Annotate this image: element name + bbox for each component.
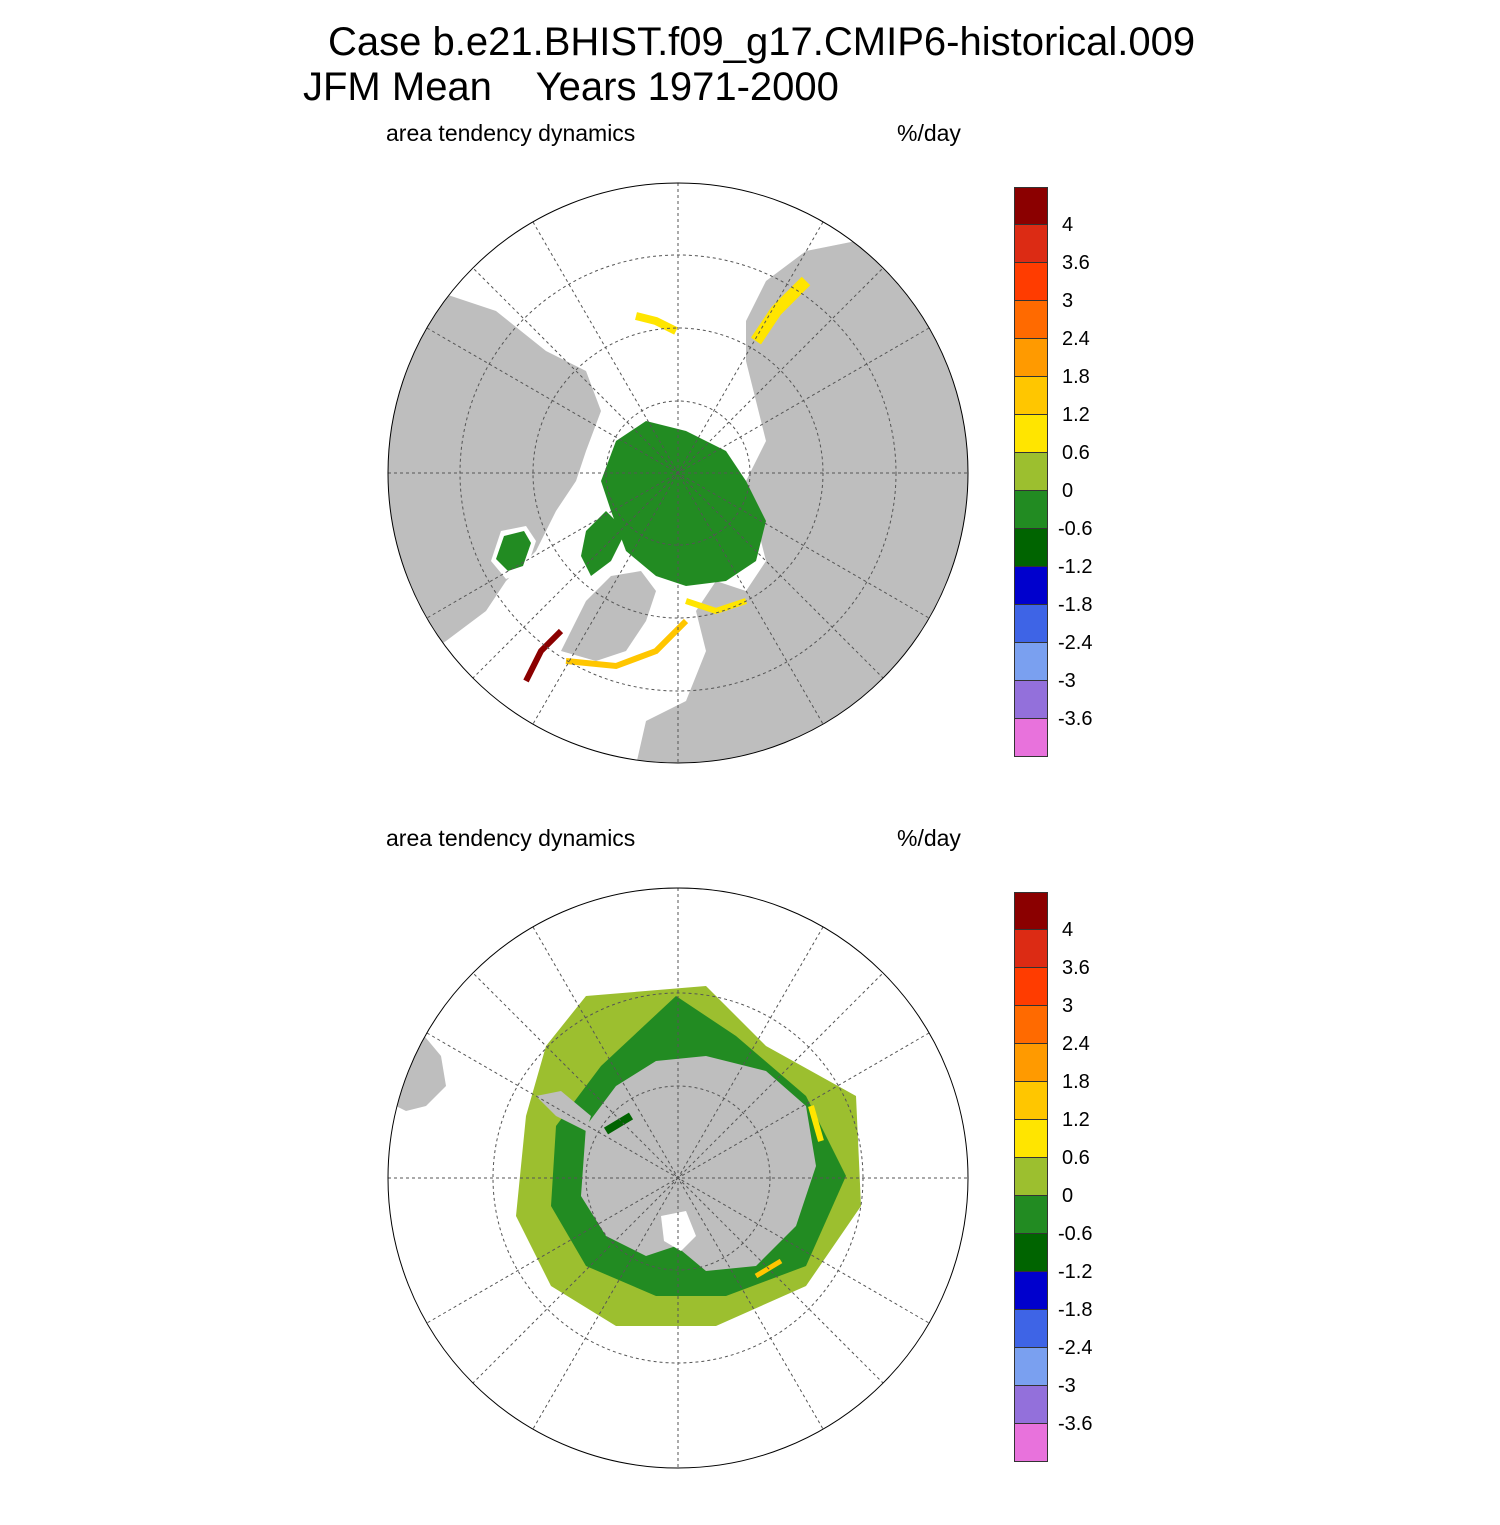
colorbar-box bbox=[1014, 930, 1048, 968]
colorbar-box bbox=[1014, 225, 1048, 263]
colorbar-box bbox=[1014, 415, 1048, 453]
colorbar-tick-label: 1.8 bbox=[1062, 1071, 1090, 1093]
colorbar-box bbox=[1014, 1424, 1048, 1462]
bering-sea-ice bbox=[635, 312, 678, 335]
colorbar-tick-label: -1.8 bbox=[1058, 594, 1093, 616]
colorbar-tick-label: -0.6 bbox=[1058, 518, 1093, 540]
colorbar-tick-label: 3.6 bbox=[1062, 957, 1090, 979]
south-map-border bbox=[387, 887, 969, 1469]
panel-south: area tendency dynamics %/day bbox=[0, 820, 1500, 1525]
baffin-sea-ice bbox=[581, 511, 626, 576]
colorbar-tick-label: 1.8 bbox=[1062, 366, 1090, 388]
antarctica-land bbox=[581, 1056, 816, 1271]
colorbar-box bbox=[1014, 1120, 1048, 1158]
colorbar-tick-label: -3 bbox=[1058, 1375, 1076, 1397]
panel-south-left-label: area tendency dynamics bbox=[386, 825, 636, 851]
panel-north-left-label: area tendency dynamics bbox=[386, 120, 636, 146]
panel-south-units-label: %/day bbox=[897, 825, 961, 851]
colorbar-tick-label: 3 bbox=[1062, 995, 1074, 1017]
south-polar-map bbox=[387, 887, 969, 1469]
colorbar-box bbox=[1014, 719, 1048, 757]
colorbar-box bbox=[1014, 605, 1048, 643]
eurasia-land bbox=[636, 241, 968, 763]
colorbar-box bbox=[1014, 681, 1048, 719]
okhotsk-sea-ice bbox=[751, 276, 811, 345]
south-graticule bbox=[388, 888, 968, 1468]
colorbar-box bbox=[1014, 1006, 1048, 1044]
south-colorbar bbox=[1014, 892, 1048, 1462]
panel-north: area tendency dynamics %/day bbox=[0, 115, 1500, 820]
north-graticule bbox=[388, 183, 968, 763]
labrador-ice-edge bbox=[523, 628, 564, 683]
title-line-2: JFM Mean Years 1971-2000 bbox=[303, 65, 839, 109]
colorbar-box bbox=[1014, 1158, 1048, 1196]
panel-north-units-label: %/day bbox=[897, 120, 961, 146]
colorbar-box bbox=[1014, 643, 1048, 681]
colorbar-box bbox=[1014, 1386, 1048, 1424]
antarctic-peninsula bbox=[536, 1091, 591, 1131]
colorbar-tick-label: -1.2 bbox=[1058, 556, 1093, 578]
colorbar-box bbox=[1014, 263, 1048, 301]
colorbar-box bbox=[1014, 529, 1048, 567]
colorbar-tick-label: -1.8 bbox=[1058, 1299, 1093, 1321]
colorbar-box bbox=[1014, 1082, 1048, 1120]
colorbar-tick-label: 0 bbox=[1062, 480, 1074, 502]
colorbar-tick-label: -3.6 bbox=[1058, 1413, 1093, 1435]
title-line-1: Case b.e21.BHIST.f09_g17.CMIP6-historica… bbox=[328, 20, 1196, 64]
colorbar-box bbox=[1014, 301, 1048, 339]
colorbar-tick-label: -3 bbox=[1058, 670, 1076, 692]
colorbar-tick-label: 0.6 bbox=[1062, 442, 1090, 464]
colorbar-tick-label: -2.4 bbox=[1058, 632, 1093, 654]
colorbar-tick-label: 0.6 bbox=[1062, 1147, 1090, 1169]
colorbar-tick-label: 3.6 bbox=[1062, 252, 1090, 274]
colorbar-box bbox=[1014, 567, 1048, 605]
colorbar-box bbox=[1014, 453, 1048, 491]
colorbar-tick-label: 1.2 bbox=[1062, 1109, 1090, 1131]
greenland-sea-ice-edge bbox=[565, 618, 689, 670]
colorbar-tick-label: 1.2 bbox=[1062, 404, 1090, 426]
colorbar-box bbox=[1014, 491, 1048, 529]
colorbar-box bbox=[1014, 892, 1048, 930]
north-america-land bbox=[388, 291, 601, 671]
colorbar-box bbox=[1014, 1234, 1048, 1272]
weddell-ice-edge bbox=[603, 1112, 634, 1135]
colorbar-tick-label: 4 bbox=[1062, 919, 1074, 941]
north-polar-map bbox=[387, 182, 969, 764]
colorbar-tick-label: -0.6 bbox=[1058, 1223, 1093, 1245]
greenland-land bbox=[561, 571, 656, 661]
colorbar-tick-label: -2.4 bbox=[1058, 1337, 1093, 1359]
colorbar-box bbox=[1014, 1272, 1048, 1310]
colorbar-box bbox=[1014, 968, 1048, 1006]
colorbar-tick-label: 4 bbox=[1062, 214, 1074, 236]
colorbar-tick-label: 2.4 bbox=[1062, 1033, 1090, 1055]
barents-ice-edge bbox=[685, 598, 747, 615]
colorbar-box bbox=[1014, 377, 1048, 415]
colorbar-box bbox=[1014, 339, 1048, 377]
colorbar-box bbox=[1014, 1348, 1048, 1386]
colorbar-box bbox=[1014, 187, 1048, 225]
colorbar-tick-label: -1.2 bbox=[1058, 1261, 1093, 1283]
colorbar-box bbox=[1014, 1196, 1048, 1234]
north-map-border bbox=[387, 182, 969, 764]
north-colorbar bbox=[1014, 187, 1048, 757]
colorbar-tick-label: -3.6 bbox=[1058, 708, 1093, 730]
arctic-sea-ice bbox=[601, 421, 766, 586]
hudson-sea-ice bbox=[496, 531, 531, 571]
colorbar-box bbox=[1014, 1044, 1048, 1082]
colorbar-box bbox=[1014, 1310, 1048, 1348]
colorbar-tick-label: 2.4 bbox=[1062, 328, 1090, 350]
east-antarctic-ice-edge bbox=[808, 1105, 824, 1142]
colorbar-tick-label: 3 bbox=[1062, 290, 1074, 312]
colorbar-tick-label: 0 bbox=[1062, 1185, 1074, 1207]
